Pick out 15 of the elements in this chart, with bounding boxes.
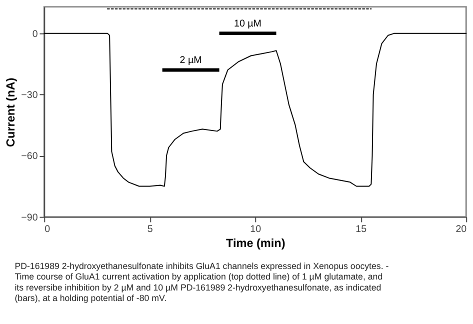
x-tick-label: 0 — [44, 224, 51, 236]
text: PD-161989 2-hydroxyethanesulfonate inhibits GluA1 channels expressed in Xenopus oocytes. - Time course of GluA1 current activation by application (top dotted line) of 1 µM glutamate, and its reversibe inhibition by 2 µM and 10 µM PD-161989 2-hydroxyethanesulfonate, as indicated (bars), at a holding potential of -80 mV. — [14, 260, 389, 304]
x-axis-title: Time (min) — [226, 236, 286, 250]
y-axis-title: Current (nA) — [4, 78, 18, 147]
x-tick-label: 5 — [147, 224, 154, 236]
x-tick-label: 10 — [250, 224, 262, 236]
y-tick-label: 0 — [32, 28, 38, 40]
x-tick-label: 15 — [356, 224, 368, 236]
series-label: 2 µM — [180, 55, 202, 66]
y-tick-label: −90 — [21, 212, 38, 224]
y-tick-label: −60 — [21, 151, 38, 162]
line-series — [44, 32, 467, 187]
x-tick-label: 20 — [456, 224, 468, 236]
y-tick-label: −30 — [21, 90, 38, 101]
series-label: 10 µM — [234, 18, 262, 30]
